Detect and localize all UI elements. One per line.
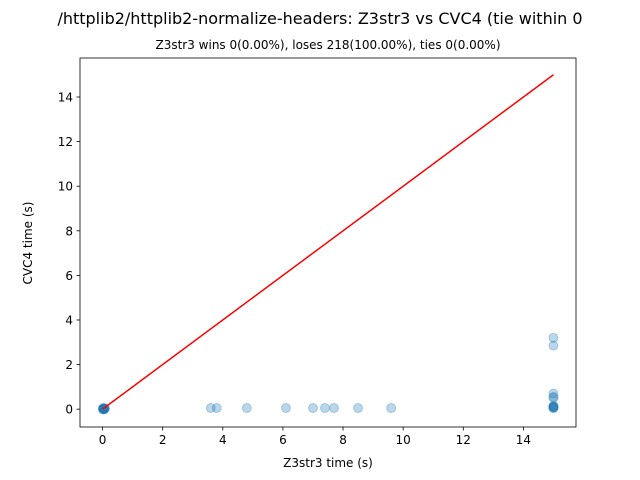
x-tick-label: 12	[456, 433, 471, 447]
plot-content	[97, 74, 559, 415]
scatter-point	[307, 403, 318, 414]
scatter-point	[211, 403, 222, 414]
diagonal-line	[102, 74, 554, 410]
y-axis-label: CVC4 time (s)	[21, 202, 35, 285]
scatter-point	[548, 391, 559, 402]
scatter-point	[319, 403, 330, 414]
scatter-point	[205, 403, 216, 414]
y-tick-label: 14	[58, 91, 73, 105]
scatter-point	[548, 401, 559, 412]
y-tick-label: 8	[65, 224, 73, 238]
chart-title: /httplib2/httplib2-normalize-headers: Z3…	[57, 9, 582, 28]
x-tick-label: 4	[219, 433, 227, 447]
x-tick-label: 8	[339, 433, 347, 447]
x-tick-label: 0	[99, 433, 107, 447]
scatter-point	[386, 403, 397, 414]
x-tick-label: 14	[516, 433, 531, 447]
scatter-point	[548, 401, 559, 412]
x-tick-label: 6	[279, 433, 287, 447]
x-tick-label: 10	[396, 433, 411, 447]
chart-subtitle: Z3str3 wins 0(0.00%), loses 218(100.00%)…	[155, 38, 500, 52]
x-tick-label: 2	[159, 433, 167, 447]
scatter-point	[548, 402, 559, 413]
scatter-point	[329, 403, 340, 414]
scatter-point	[548, 340, 559, 351]
y-tick-label: 6	[65, 269, 73, 283]
scatter-point	[548, 400, 559, 411]
y-tick-label: 2	[65, 358, 73, 372]
scatter-point	[353, 403, 364, 414]
x-axis-label: Z3str3 time (s)	[283, 456, 373, 470]
y-tick-label: 0	[65, 403, 73, 417]
scatter-point	[280, 403, 291, 414]
scatter-point	[548, 332, 559, 343]
scatter-point	[548, 403, 559, 414]
axes-frame	[79, 57, 577, 428]
scatter-point	[548, 402, 559, 413]
scatter-point	[241, 403, 252, 414]
y-tick-label: 12	[58, 135, 73, 149]
scatter-point	[548, 393, 559, 404]
axes-layer: 0 2 4 6 8 10 12 14 0 2 4 6 8 10 12 14	[58, 57, 577, 447]
scatter-point	[548, 388, 559, 399]
y-tick-label: 10	[58, 180, 73, 194]
y-tick-label: 4	[65, 313, 73, 327]
